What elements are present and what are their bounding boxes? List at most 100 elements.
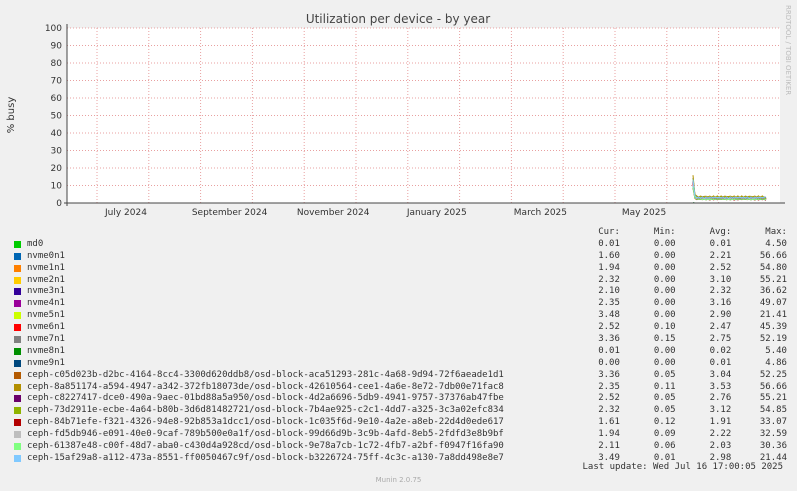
legend-max: 32.59 — [759, 429, 787, 440]
legend-avg: 2.98 — [709, 452, 732, 463]
legend-row: ceph-15af29a8-a112-473a-8551-ff0050467c9… — [12, 453, 787, 465]
y-tick-label: 100 — [45, 24, 62, 34]
legend-row: nvme6n1 2.52 0.10 2.47 45.39 — [12, 322, 787, 334]
grid — [67, 27, 780, 203]
legend-swatch — [14, 359, 21, 367]
y-ticks: 0 10 20 30 40 50 60 70 80 90 100 — [45, 24, 62, 209]
legend-max: 55.21 — [759, 274, 787, 285]
x-tick-label: September 2024 — [192, 208, 268, 218]
legend-avg: 0.02 — [709, 345, 732, 356]
legend-avg: 2.21 — [709, 250, 732, 261]
legend-swatch — [14, 371, 21, 379]
legend-series-name: nvme7n1 — [27, 334, 65, 345]
legend-swatch — [14, 395, 21, 403]
x-ticks: July 2024 September 2024 November 2024 Janu… — [104, 208, 666, 218]
legend-cur: 3.48 — [598, 310, 620, 321]
legend-row: nvme7n1 3.36 0.15 2.75 52.19 — [12, 334, 787, 346]
legend-avg: 2.76 — [709, 393, 732, 404]
legend-series-name: nvme1n1 — [27, 262, 65, 273]
header-max: Max: — [765, 227, 787, 237]
legend-swatch — [14, 240, 21, 248]
legend-row: ceph-73d2911e-ecbe-4a64-b80b-3d6d8148272… — [12, 405, 787, 417]
legend-swatch — [14, 336, 21, 344]
legend-swatch — [14, 347, 21, 355]
legend-swatch — [14, 431, 21, 439]
y-tick-label: 40 — [51, 129, 63, 139]
legend-series-name: ceph-84b71efe-f321-4326-94e8-92b853a1dcc… — [27, 417, 504, 428]
header-cur: Cur: — [598, 227, 620, 237]
legend-swatch — [14, 383, 21, 391]
legend-avg: 2.03 — [709, 441, 732, 452]
y-tick-label: 90 — [51, 42, 63, 52]
legend-row: md0 0.01 0.00 0.01 4.50 — [12, 239, 787, 251]
legend-cur: 2.35 — [598, 381, 620, 392]
y-tick-label: 50 — [51, 112, 63, 122]
legend-row: nvme2n1 2.32 0.00 3.10 55.21 — [12, 275, 787, 287]
legend-series-name: nvme5n1 — [27, 310, 65, 321]
legend-max: 55.21 — [759, 393, 787, 404]
legend-row: ceph-c8227417-dce0-490a-9aec-01bd88a5a95… — [12, 393, 787, 405]
legend-min: 0.06 — [653, 441, 676, 452]
y-axis-label: % busy — [6, 97, 17, 134]
legend-min: 0.00 — [653, 238, 676, 249]
legend-row: ceph-8a851174-a594-4947-a342-372fb18073d… — [12, 382, 787, 394]
legend-cur: 3.49 — [598, 452, 620, 463]
legend-cur: 2.32 — [598, 405, 620, 416]
legend-max: 33.07 — [759, 417, 787, 428]
legend-row: nvme4n1 2.35 0.00 3.16 49.07 — [12, 298, 787, 310]
last-update: Last update: Wed Jul 16 17:00:05 2025 — [582, 462, 783, 472]
legend-min: 0.00 — [653, 250, 676, 261]
header-avg: Avg: — [709, 227, 732, 237]
legend-cur: 3.36 — [598, 334, 620, 345]
x-tick-label: November 2024 — [297, 208, 370, 218]
y-tick-label: 20 — [51, 164, 63, 174]
legend-avg: 0.01 — [709, 238, 732, 249]
legend-series-name: nvme3n1 — [27, 286, 65, 297]
legend-min: 0.10 — [653, 322, 676, 333]
legend-row: nvme3n1 2.10 0.00 2.32 36.62 — [12, 286, 787, 298]
legend-min: 0.00 — [653, 345, 676, 356]
legend-avg: 3.04 — [709, 369, 732, 380]
legend-max: 36.62 — [759, 286, 787, 297]
legend: . Cur: Min: Avg: Max: md00.010.000.014.5… — [12, 227, 787, 465]
legend-series-name: nvme0n1 — [27, 250, 65, 261]
legend-avg: 2.32 — [709, 286, 732, 297]
legend-series-name: ceph-8a851174-a594-4947-a342-372fb18073d… — [27, 381, 504, 392]
legend-max: 56.66 — [759, 250, 787, 261]
legend-min: 0.11 — [653, 381, 676, 392]
legend-min: 0.12 — [653, 417, 676, 428]
legend-max: 52.25 — [759, 369, 787, 380]
legend-min: 0.05 — [653, 369, 676, 380]
legend-header: . Cur: Min: Avg: Max: — [12, 227, 787, 239]
legend-row: ceph-84b71efe-f321-4326-94e8-92b853a1dcc… — [12, 417, 787, 429]
legend-min: 0.09 — [653, 429, 676, 440]
legend-swatch — [14, 288, 21, 296]
legend-max: 54.80 — [759, 262, 787, 273]
legend-avg: 3.10 — [709, 274, 732, 285]
munin-version: Munin 2.0.75 — [375, 476, 422, 484]
legend-min: 0.15 — [653, 334, 676, 345]
legend-avg: 0.01 — [709, 357, 732, 368]
x-tick-label: March 2025 — [514, 208, 567, 218]
legend-avg: 2.52 — [709, 262, 732, 273]
legend-max: 49.07 — [759, 298, 787, 309]
legend-swatch — [14, 407, 21, 415]
legend-swatch — [14, 454, 21, 462]
legend-max: 21.41 — [759, 310, 787, 321]
legend-series-name: ceph-73d2911e-ecbe-4a64-b80b-3d6d8148272… — [27, 405, 504, 416]
legend-min: 0.00 — [653, 310, 676, 321]
legend-cur: 1.94 — [598, 262, 620, 273]
legend-series-name: ceph-c05d023b-d2bc-4164-8cc4-3300d620ddb… — [27, 369, 504, 380]
y-tick-label: 70 — [51, 77, 63, 87]
legend-series-name: ceph-fd5db946-e091-40e0-9caf-789b500e0a1… — [27, 429, 504, 440]
legend-avg: 3.53 — [709, 381, 732, 392]
legend-row: nvme0n1 1.60 0.00 2.21 56.66 — [12, 251, 787, 263]
x-tick-label: May 2025 — [622, 208, 666, 218]
legend-cur: 0.00 — [598, 357, 620, 368]
y-tick-label: 60 — [51, 94, 63, 104]
legend-avg: 3.16 — [709, 298, 732, 309]
legend-series-name: nvme8n1 — [27, 345, 65, 356]
legend-cur: 2.11 — [598, 441, 620, 452]
legend-avg: 1.91 — [709, 417, 732, 428]
x-tick-label: January 2025 — [406, 208, 467, 218]
